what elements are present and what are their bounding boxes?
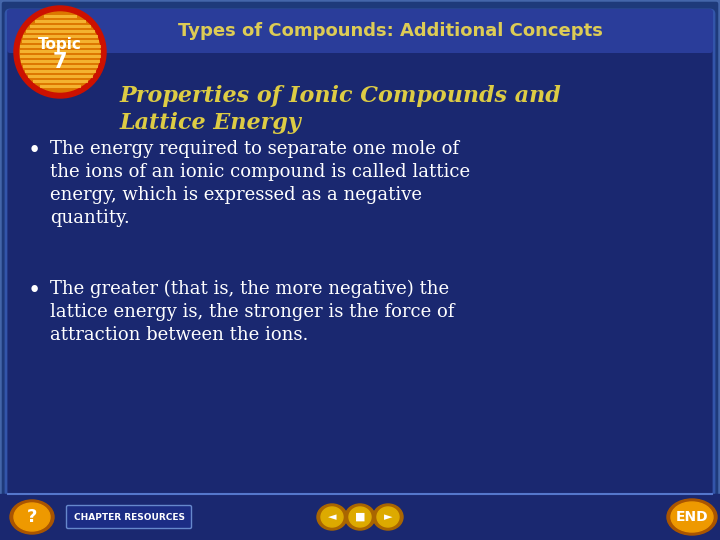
Text: ?: ? bbox=[27, 508, 37, 526]
Circle shape bbox=[20, 12, 100, 92]
Ellipse shape bbox=[317, 504, 347, 530]
Text: attraction between the ions.: attraction between the ions. bbox=[50, 326, 308, 344]
Circle shape bbox=[14, 6, 106, 98]
Text: ■: ■ bbox=[355, 512, 365, 522]
Text: •: • bbox=[28, 280, 41, 302]
Bar bbox=[0, 494, 720, 540]
Text: Properties of Ionic Compounds and: Properties of Ionic Compounds and bbox=[120, 85, 562, 107]
Ellipse shape bbox=[321, 507, 343, 527]
Ellipse shape bbox=[349, 507, 371, 527]
Text: Topic: Topic bbox=[38, 37, 82, 51]
Text: ◄: ◄ bbox=[328, 512, 336, 522]
Ellipse shape bbox=[373, 504, 403, 530]
Text: END: END bbox=[675, 510, 708, 524]
Ellipse shape bbox=[667, 499, 717, 535]
Ellipse shape bbox=[345, 504, 375, 530]
Text: 7: 7 bbox=[53, 52, 67, 72]
Ellipse shape bbox=[671, 502, 713, 532]
Ellipse shape bbox=[10, 500, 54, 534]
Ellipse shape bbox=[14, 503, 50, 531]
Text: •: • bbox=[28, 140, 41, 162]
Text: quantity.: quantity. bbox=[50, 209, 130, 227]
FancyBboxPatch shape bbox=[7, 9, 713, 53]
Text: The energy required to separate one mole of: The energy required to separate one mole… bbox=[50, 140, 459, 158]
Text: lattice energy is, the stronger is the force of: lattice energy is, the stronger is the f… bbox=[50, 303, 454, 321]
Text: ►: ► bbox=[384, 512, 392, 522]
Text: The greater (that is, the more negative) the: The greater (that is, the more negative)… bbox=[50, 280, 449, 298]
Text: CHAPTER RESOURCES: CHAPTER RESOURCES bbox=[73, 512, 184, 522]
Text: Lattice Energy: Lattice Energy bbox=[120, 112, 302, 134]
Text: Types of Compounds: Additional Concepts: Types of Compounds: Additional Concepts bbox=[178, 22, 603, 40]
FancyBboxPatch shape bbox=[6, 10, 714, 496]
FancyBboxPatch shape bbox=[66, 505, 192, 529]
Text: the ions of an ionic compound is called lattice: the ions of an ionic compound is called … bbox=[50, 163, 470, 181]
Ellipse shape bbox=[377, 507, 399, 527]
Text: energy, which is expressed as a negative: energy, which is expressed as a negative bbox=[50, 186, 422, 204]
